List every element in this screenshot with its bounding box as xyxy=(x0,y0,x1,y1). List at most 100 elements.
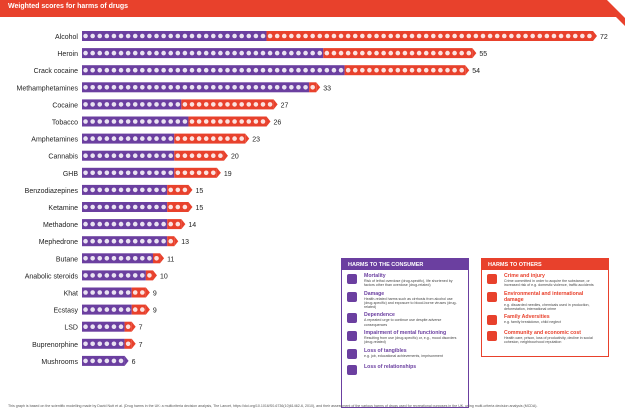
bar-consumer xyxy=(82,31,267,41)
harm-unit-icon xyxy=(267,102,273,107)
harm-unit-icon xyxy=(111,119,117,124)
harm-unit-icon xyxy=(132,187,138,193)
category-label: Ketamine xyxy=(48,205,78,212)
harm-unit-icon xyxy=(161,238,166,244)
legend-consumer-item: Impairment of mental functioning Resultin… xyxy=(347,330,463,345)
harm-unit-icon xyxy=(111,358,117,364)
harm-unit-icon xyxy=(161,153,166,158)
harm-unit-icon xyxy=(111,187,117,193)
harm-unit-icon xyxy=(182,136,188,141)
harm-unit-icon xyxy=(218,67,223,73)
harm-unit-icon xyxy=(317,67,323,73)
bar-tip xyxy=(316,82,321,93)
harm-unit-icon xyxy=(147,255,152,261)
harm-unit-icon xyxy=(125,67,131,73)
harm-unit-icon xyxy=(310,50,315,56)
harm-unit-icon xyxy=(147,67,152,73)
harm-unit-icon xyxy=(90,85,95,90)
legend-consumer-swatch-icon xyxy=(347,331,357,342)
legend-others-item-name: Environmental and international damage xyxy=(504,290,584,303)
harm-unit-icon xyxy=(90,324,95,330)
harm-unit-icon xyxy=(90,341,95,347)
harm-unit-icon xyxy=(104,187,110,193)
harm-unit-icon xyxy=(97,238,103,244)
harm-unit-icon xyxy=(423,67,429,73)
harm-unit-icon xyxy=(196,33,202,39)
harm-unit-icon xyxy=(232,50,237,56)
harm-unit-icon xyxy=(196,102,202,107)
harm-unit-icon xyxy=(90,358,95,364)
bar-others xyxy=(167,219,182,230)
value-label: 6 xyxy=(132,359,136,366)
harm-unit-icon xyxy=(83,290,88,295)
value-label: 19 xyxy=(224,171,232,178)
harm-unit-icon xyxy=(281,50,287,56)
harm-unit-icon xyxy=(90,221,95,227)
harm-unit-icon xyxy=(473,33,479,39)
harm-unit-icon xyxy=(111,307,117,312)
harm-unit-icon xyxy=(431,33,436,39)
harm-unit-icon xyxy=(118,273,124,278)
harm-unit-icon xyxy=(168,187,174,193)
harm-unit-icon xyxy=(83,307,88,312)
harm-unit-icon xyxy=(104,290,110,295)
harm-unit-icon xyxy=(140,85,145,90)
harm-unit-icon xyxy=(374,33,379,39)
harm-unit-icon xyxy=(310,85,315,90)
harm-unit-icon xyxy=(154,187,159,193)
harm-unit-icon xyxy=(537,33,543,39)
harm-unit-icon xyxy=(402,33,408,39)
category-label: Amphetamines xyxy=(31,137,78,144)
legend-consumer-item-desc: e.g. job, educational achievements, impr… xyxy=(364,353,443,358)
harm-unit-icon xyxy=(97,358,103,364)
harm-unit-icon xyxy=(90,170,95,176)
harm-unit-icon xyxy=(452,67,457,73)
harm-unit-icon xyxy=(111,170,117,176)
harm-unit-icon xyxy=(395,33,401,39)
harm-unit-icon xyxy=(324,33,330,39)
bar-tip xyxy=(188,202,193,212)
legend-others-item: Crime and injury Crime committed in order… xyxy=(487,273,603,288)
harm-unit-icon xyxy=(90,153,95,158)
harm-unit-icon xyxy=(182,170,188,176)
legend-consumer-item-name: Impairment of mental functioning xyxy=(364,330,447,337)
harm-unit-icon xyxy=(118,187,124,193)
harm-unit-icon xyxy=(203,170,209,176)
harm-unit-icon xyxy=(565,33,571,39)
harm-unit-icon xyxy=(274,85,280,90)
legend-others-item-desc: Health care, prison, loss of productivit… xyxy=(504,336,593,345)
legend-consumer-item-name: Mortality xyxy=(364,273,386,279)
bar-tip xyxy=(472,48,477,59)
value-label: 7 xyxy=(139,342,143,349)
harm-unit-icon xyxy=(154,221,159,227)
harm-unit-icon xyxy=(210,119,216,124)
harm-unit-icon xyxy=(203,67,209,73)
harm-unit-icon xyxy=(175,136,181,141)
harm-unit-icon xyxy=(168,102,174,107)
harm-unit-icon xyxy=(338,67,344,73)
harm-unit-icon xyxy=(118,358,124,364)
harm-unit-icon xyxy=(274,33,280,39)
value-label: 13 xyxy=(181,239,189,246)
harm-unit-icon xyxy=(182,67,188,73)
chart-title: Weighted scores for harms of drugs xyxy=(8,3,129,10)
harm-unit-icon xyxy=(140,153,145,158)
harm-unit-icon xyxy=(352,33,358,39)
harm-unit-icon xyxy=(97,273,103,278)
harm-unit-icon xyxy=(132,238,138,244)
harm-unit-icon xyxy=(161,67,166,73)
harm-unit-icon xyxy=(267,85,273,90)
harm-unit-icon xyxy=(90,307,95,312)
harm-unit-icon xyxy=(104,85,110,90)
harm-unit-icon xyxy=(331,33,337,39)
harm-unit-icon xyxy=(260,119,266,124)
legend-others-item-desc: e.g. discarded needles, chemicals used i… xyxy=(504,302,590,311)
harm-unit-icon xyxy=(431,50,436,56)
harm-unit-icon xyxy=(83,102,88,107)
harm-unit-icon xyxy=(147,119,152,124)
legend-consumer-swatch-icon xyxy=(347,364,357,375)
harm-unit-icon xyxy=(189,153,195,158)
legend-others-item-desc: Crime committed in order to acquire the … xyxy=(504,279,594,288)
harm-unit-icon xyxy=(147,33,152,39)
harm-unit-icon xyxy=(381,67,386,73)
